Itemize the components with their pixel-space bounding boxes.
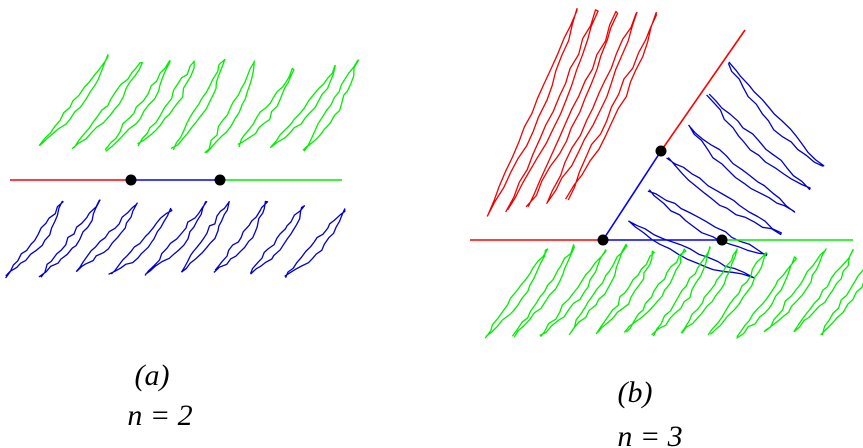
edge [660,29,746,152]
scribble [706,93,811,191]
panel-label: (a) [135,359,170,392]
vertex [125,174,137,186]
scribble [505,9,599,213]
scribble [820,269,863,336]
scribble [486,7,578,217]
scribble [545,11,638,205]
scribble [213,200,269,273]
scribble [75,202,138,273]
scribble [269,64,336,149]
vertex [716,234,728,246]
scribble [38,199,101,278]
edge [602,150,662,241]
panel-label: (b) [618,376,653,409]
scribble [170,58,226,151]
scribble [623,248,687,333]
panel-caption: n = 3 [617,420,682,448]
scribble [763,248,827,333]
scribble [568,243,628,336]
scribble [647,189,768,257]
vertex [597,234,609,246]
scribble [108,207,173,275]
scribble [38,54,109,147]
scribble [688,124,796,213]
scribble [302,59,359,152]
scribble [104,59,171,152]
scribble [793,248,854,333]
scribbles [5,7,863,339]
scribble [237,67,295,148]
scribble [736,256,797,339]
scribble [727,61,825,167]
scribble [627,220,755,279]
scribble [525,10,619,208]
panel-a: (a) n = 2 [10,174,342,432]
scribble [204,60,255,154]
panel-caption: n = 2 [127,399,192,432]
scribble [249,205,306,275]
panel-b: (b) n = 3 [470,29,853,448]
scribble [707,252,767,336]
scribble [565,11,657,201]
vertex [214,174,226,186]
scribble [137,60,195,147]
scribble [284,208,346,278]
scribble [680,248,738,334]
scribble [666,157,782,236]
scribble [144,201,208,276]
vertex [655,145,667,157]
scribble [539,249,607,338]
scribble [71,62,143,150]
scribble [5,200,64,279]
scribble [180,200,230,273]
scribble [484,248,549,339]
scribble [595,250,655,335]
scribble [511,244,575,338]
scribble [651,246,711,337]
